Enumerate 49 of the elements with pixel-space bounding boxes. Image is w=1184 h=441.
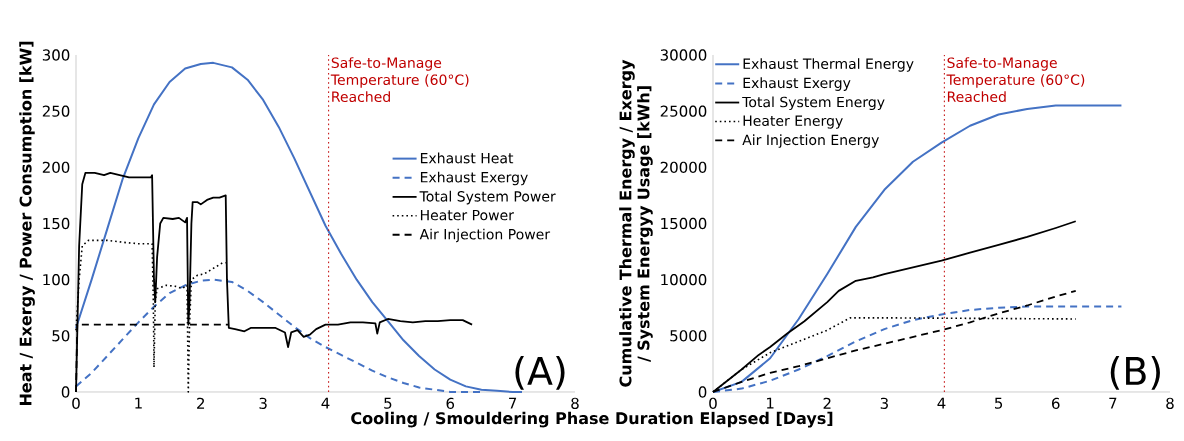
x-tick-label: 1 [767,397,774,409]
y-tick-label: 5000 [670,330,707,342]
y-tick-label: 15000 [661,217,707,230]
y-tick-label: 0 [61,386,70,398]
x-tick-label: 0 [72,397,80,410]
legend-label: Heater Power [420,209,514,221]
x-tick-label: 7 [509,397,517,409]
legend-label: Heater Energy [743,115,843,129]
y-tick-label: 10000 [661,273,707,286]
legend-label: Total System Energy [742,96,885,111]
ref-line-label: Safe-to-Manage Temperature (60°C) Reached [946,57,1085,103]
x-tick-label: 2 [823,397,831,409]
annotation: (B) [1110,355,1160,390]
x-tick-label: 8 [1166,397,1174,410]
x-tick-label: 8 [571,397,579,410]
x-tick-label: 4 [321,397,330,409]
y-tick-label: 25000 [660,105,707,117]
legend-label: Exhaust Thermal Energy [743,58,914,72]
y-axis-title: Cumulative Thermal Energy / Exergy / System Energyy Usage [kWh] [619,59,653,387]
legend-label: Exhaust Exergy [743,77,851,91]
y-tick-label: 50 [52,330,70,342]
y-tick-label: 150 [43,217,70,230]
x-tick-label: 3 [259,397,267,410]
x-tick-label: 1 [135,397,142,409]
x-tick-label: 7 [1109,397,1117,409]
y-tick-label: 250 [42,105,70,117]
legend-label: Air Injection Power [419,228,551,243]
x-tick-label: 2 [197,397,205,409]
x-tick-label: 3 [880,397,888,410]
y-tick-label: 0 [698,386,707,398]
y-tick-label: 200 [42,161,70,173]
annotation: (A) [515,355,565,390]
legend-label: Air Injection Energy [742,134,879,148]
x-axis-title: Cooling / Smouldering Phase Duration Elapsed [Days] [351,411,833,428]
x-tick-label: 6 [1052,397,1060,410]
x-tick-label: 5 [995,397,1003,409]
x-tick-label: 5 [384,397,392,409]
y-tick-label: 300 [42,49,70,61]
y-tick-label: 30000 [660,49,707,61]
y-axis-title: Heat / Exergy / Power Consumption [kW] [19,41,35,406]
legend-label: Exhaust Exergy [420,171,528,186]
legend-label: Total System Power [419,190,556,205]
x-tick-label: 6 [446,397,455,410]
y-tick-label: 20000 [660,161,707,173]
legend-label: Exhaust Heat [420,152,514,164]
x-tick-label: 0 [709,397,717,410]
ref-line-label: Safe-to-Manage Temperature (60°C) Reached [330,57,469,103]
y-tick-label: 100 [43,273,70,286]
x-tick-label: 4 [937,397,946,409]
